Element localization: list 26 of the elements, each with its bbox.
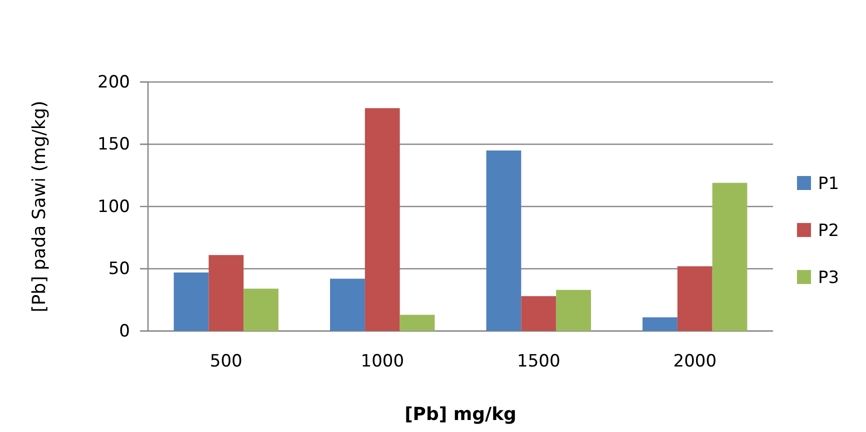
bar xyxy=(244,288,278,331)
bar xyxy=(174,272,209,331)
y-tick-label: 50 xyxy=(108,259,130,280)
x-tick-label: 1500 xyxy=(516,351,560,372)
x-tick-label: 1000 xyxy=(360,351,404,372)
legend-label: P1 xyxy=(818,174,840,194)
bar xyxy=(400,314,435,331)
y-tick-label: 200 xyxy=(98,72,130,92)
legend-label: P2 xyxy=(818,221,840,241)
y-axis-title: [Pb] pada Sawi (mg/kg) xyxy=(29,100,50,312)
bar xyxy=(712,182,748,331)
bar xyxy=(486,150,522,331)
bar xyxy=(330,278,365,331)
x-tick-label: 500 xyxy=(210,351,242,372)
legend-label: P3 xyxy=(818,268,840,288)
y-tick-label: 0 xyxy=(119,321,130,342)
x-tick-label: 2000 xyxy=(673,351,717,372)
y-tick-label: 150 xyxy=(98,134,130,155)
y-tick-label: 100 xyxy=(98,196,130,217)
bar xyxy=(364,108,400,331)
bar xyxy=(556,290,591,331)
x-axis-title: [Pb] mg/kg xyxy=(404,404,516,425)
bar xyxy=(208,255,244,331)
bar xyxy=(521,296,556,331)
bar xyxy=(677,266,712,331)
bar xyxy=(642,317,678,331)
